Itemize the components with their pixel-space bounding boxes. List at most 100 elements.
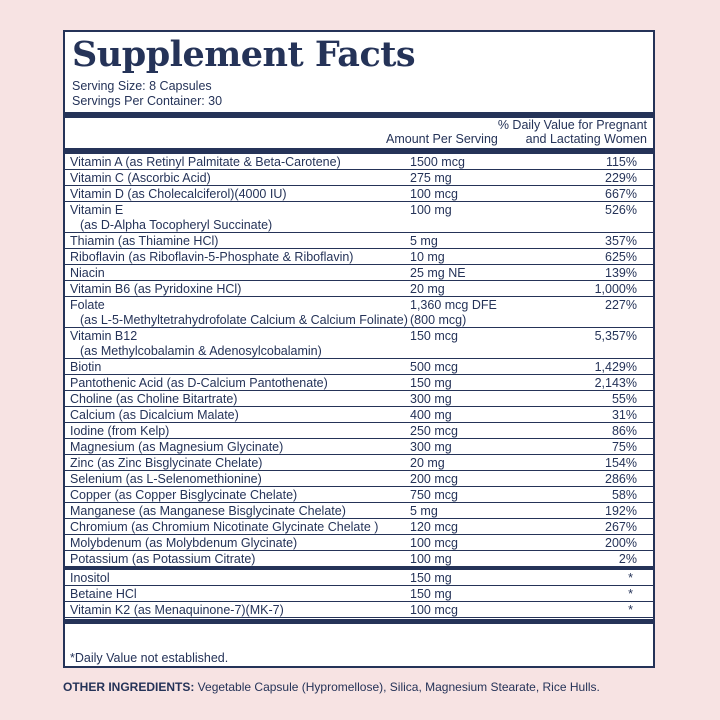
daily-value-header: % Daily Value for Pregnant and Lactating… [498, 118, 647, 146]
daily-value: 86% [611, 424, 637, 438]
nutrient-name-line-1: Biotin [70, 360, 102, 374]
daily-value: 200% [605, 536, 637, 550]
daily-value: 1,000% [594, 282, 637, 296]
nutrient-name-line-1: Iodine (from Kelp) [70, 424, 170, 438]
dv-header-line-1: % Daily Value for Pregnant [497, 118, 647, 132]
nutrient-name-line-1: Copper (as Copper Bisglycinate Chelate) [70, 488, 298, 502]
table-row: Manganese (as Manganese Bisglycinate Che… [65, 503, 653, 519]
amount-per-serving: 20 mg [410, 456, 445, 471]
table-row: Vitamin B12 (as Methylcobalamin & Adenosy… [65, 328, 653, 359]
amount-line-1: 150 mg [410, 376, 452, 390]
nutrient-name-line-2: (as D-Alpha Tocopheryl Succinate) [80, 218, 273, 232]
table-row: Vitamin C (Ascorbic Acid) 275 mg 229% [65, 170, 653, 186]
table-row: Vitamin K2 (as Menaquinone-7)(MK-7) 100 m… [65, 602, 653, 618]
nutrient-name-line-1: Thiamin (as Thiamine HCl) [70, 234, 219, 248]
amount-per-serving: 100 mg [410, 203, 452, 218]
nutrient-name: Folate (as L-5-Methyltetrahydrofolate Cal… [70, 298, 408, 328]
supplement-facts-panel: Supplement Facts Serving Size: 8 Capsule… [63, 30, 655, 668]
daily-value: 2,143% [594, 376, 637, 390]
nutrient-name: Pantothenic Acid (as D-Calcium Pantothen… [70, 376, 328, 391]
amount-line-1: 20 mg [410, 456, 445, 470]
amount-per-serving: 150 mcg [410, 329, 458, 344]
table-row: Inositol 150 mg * [65, 570, 653, 586]
daily-value: 31% [611, 408, 637, 422]
servings-per-container: Servings Per Container: 30 [72, 94, 223, 108]
table-row: Magnesium (as Magnesium Glycinate) 300 mg… [65, 439, 653, 455]
amount-per-serving: 5 mg [410, 504, 438, 519]
table-row: Vitamin D (as Cholecalciferol)(4000 IU) 1… [65, 186, 653, 202]
nutrient-name: Niacin [70, 266, 105, 281]
daily-value: 267% [605, 520, 637, 534]
nutrient-name: Molybdenum (as Molybdenum Glycinate) [70, 536, 297, 551]
daily-value: 286% [605, 472, 637, 486]
amount-line-1: 120 mcg [410, 520, 458, 534]
amount-line-1: 20 mg [410, 282, 445, 296]
amount-line-1: 300 mg [410, 440, 452, 454]
amount-per-serving: 25 mg NE [410, 266, 466, 281]
dv-header-line-2: and Lactating Women [525, 132, 647, 146]
amount-line-1: 100 mcg [410, 187, 458, 201]
other-ingredients: OTHER INGREDIENTS: Vegetable Capsule (Hy… [63, 680, 600, 694]
amount-per-serving: 100 mcg [410, 536, 458, 551]
amount-line-1: 10 mg [410, 250, 445, 264]
amount-per-serving: 500 mcg [410, 360, 458, 375]
amount-per-serving: 150 mg [410, 571, 452, 586]
amount-per-serving: 300 mg [410, 440, 452, 455]
amount-per-serving: 5 mg [410, 234, 438, 249]
nutrient-name: Iodine (from Kelp) [70, 424, 169, 439]
amount-line-1: 275 mg [410, 171, 452, 185]
amount-line-1: 100 mcg [410, 536, 458, 550]
nutrient-name-line-1: Vitamin B6 (as Pyridoxine HCl) [70, 282, 242, 296]
nutrient-name: Manganese (as Manganese Bisglycinate Che… [70, 504, 346, 519]
header-rule [65, 112, 653, 118]
nutrient-name: Vitamin B12 (as Methylcobalamin & Adenosy… [70, 329, 322, 359]
amount-line-1: 150 mg [410, 587, 452, 601]
amount-line-1: 400 mg [410, 408, 452, 422]
table-row: Niacin 25 mg NE 139% [65, 265, 653, 281]
daily-value: 526% [605, 203, 637, 217]
table-row: Chromium (as Chromium Nicotinate Glycina… [65, 519, 653, 535]
nutrient-name: Choline (as Choline Bitartrate) [70, 392, 237, 407]
nutrient-name-line-1: Riboflavin (as Riboflavin-5-Phosphate & … [70, 250, 354, 264]
daily-value: 154% [605, 456, 637, 470]
nutrient-name-line-1: Selenium (as L-Selenomethionine) [70, 472, 262, 486]
nutrient-name-line-1: Vitamin C (Ascorbic Acid) [70, 171, 211, 185]
amount-header: Amount Per Serving [386, 132, 498, 146]
table-row: Choline (as Choline Bitartrate) 300 mg 55% [65, 391, 653, 407]
nutrient-name-line-1: Molybdenum (as Molybdenum Glycinate) [70, 536, 298, 550]
panel-title: Supplement Facts [72, 34, 416, 75]
table-row: Potassium (as Potassium Citrate) 100 mg 2% [65, 551, 653, 567]
other-ingredients-text: Vegetable Capsule (Hypromellose), Silica… [194, 680, 600, 694]
amount-line-1: 500 mcg [410, 360, 458, 374]
daily-value: 357% [605, 234, 637, 248]
amount-line-2: (800 mcg) [410, 313, 467, 327]
footnote: *Daily Value not established. [70, 651, 229, 665]
amount-line-1: 200 mcg [410, 472, 458, 486]
nutrient-name: Magnesium (as Magnesium Glycinate) [70, 440, 283, 455]
nutrient-name: Vitamin D (as Cholecalciferol)(4000 IU) [70, 187, 287, 202]
amount-per-serving: 1500 mcg [410, 155, 465, 170]
daily-value: 227% [605, 298, 637, 312]
daily-value: 229% [605, 171, 637, 185]
amount-per-serving: 20 mg [410, 282, 445, 297]
nutrient-name: Vitamin E (as D-Alpha Tocopheryl Succinat… [70, 203, 272, 233]
amount-line-1: 300 mg [410, 392, 452, 406]
table-row: Vitamin A (as Retinyl Palmitate & Beta-C… [65, 154, 653, 170]
amount-per-serving: 100 mg [410, 552, 452, 567]
amount-line-1: 1500 mcg [410, 155, 465, 169]
nutrient-name: Riboflavin (as Riboflavin-5-Phosphate & … [70, 250, 353, 265]
table-row: Vitamin E (as D-Alpha Tocopheryl Succinat… [65, 202, 653, 233]
nutrient-name-line-1: Calcium (as Dicalcium Malate) [70, 408, 239, 422]
nutrient-name: Copper (as Copper Bisglycinate Chelate) [70, 488, 297, 503]
nutrient-name-line-1: Potassium (as Potassium Citrate) [70, 552, 256, 566]
nutrient-name-line-2: (as Methylcobalamin & Adenosylcobalamin) [80, 344, 322, 358]
daily-value: 667% [605, 187, 637, 201]
nutrient-name-line-1: Vitamin B12 [70, 329, 138, 343]
table-row: Thiamin (as Thiamine HCl) 5 mg 357% [65, 233, 653, 249]
daily-value: 2% [618, 552, 637, 566]
amount-line-1: 750 mcg [410, 488, 458, 502]
table-bottom-rule [65, 619, 653, 624]
amount-per-serving: 250 mcg [410, 424, 458, 439]
nutrient-name: Vitamin C (Ascorbic Acid) [70, 171, 211, 186]
nutrient-name-line-1: Vitamin A (as Retinyl Palmitate & Beta-C… [70, 155, 341, 169]
